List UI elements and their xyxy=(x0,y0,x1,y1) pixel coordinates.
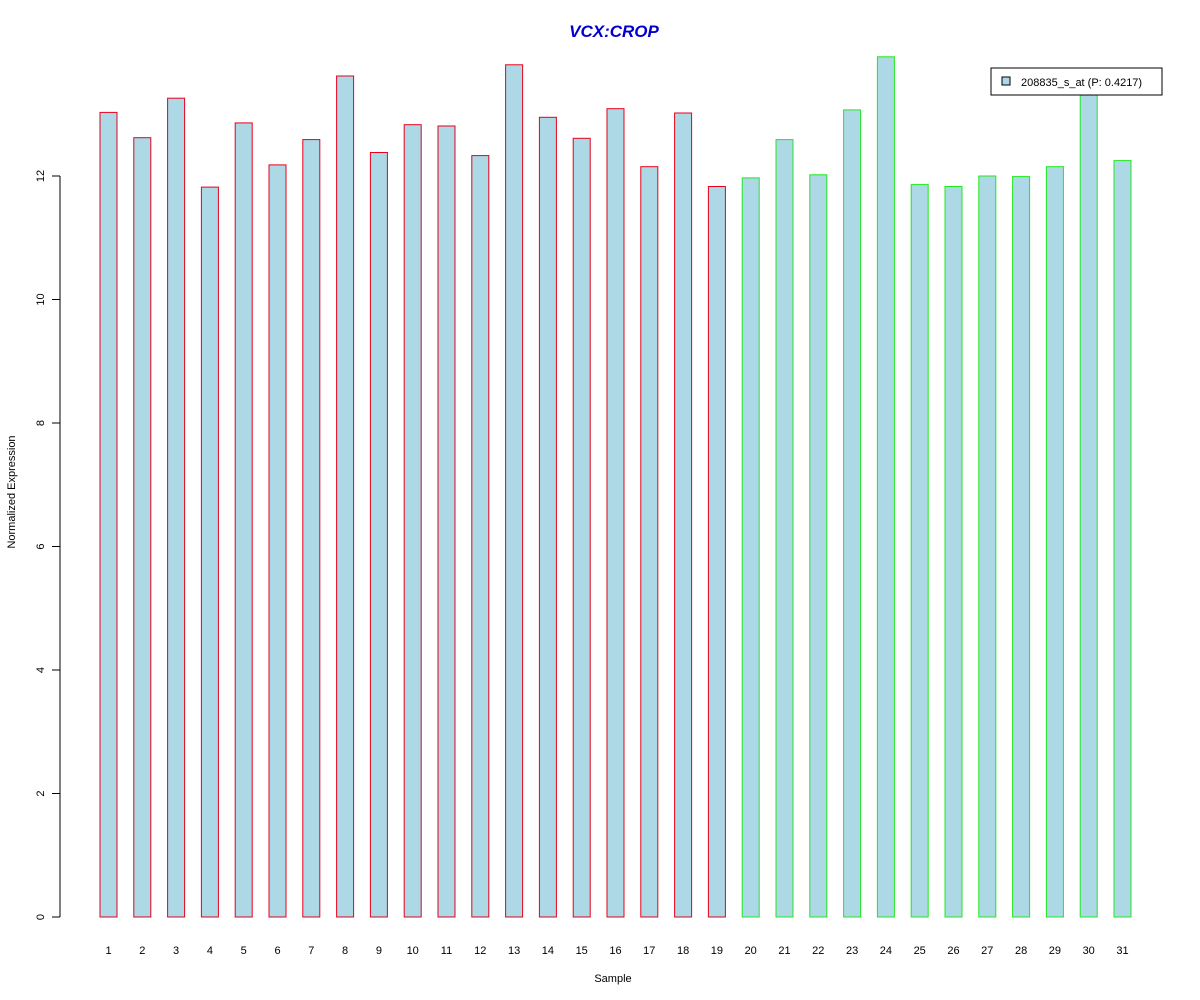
x-tick-label: 13 xyxy=(508,945,520,957)
x-tick-label: 6 xyxy=(274,945,280,957)
y-tick-label: 0 xyxy=(35,914,47,920)
x-tick-label: 28 xyxy=(1015,945,1027,957)
bar-sample-25 xyxy=(910,184,929,918)
bar-sample-5 xyxy=(234,122,253,918)
x-tick-label: 14 xyxy=(542,945,554,957)
x-tick-label: 11 xyxy=(441,945,452,957)
x-tick-label: 19 xyxy=(711,945,723,957)
x-axis-label: Sample xyxy=(594,973,631,985)
x-tick-label: 9 xyxy=(376,945,382,957)
bar-sample-1 xyxy=(99,111,118,918)
x-tick-label: 10 xyxy=(407,945,419,957)
bar-sample-20 xyxy=(741,177,760,918)
bar-sample-10 xyxy=(403,124,422,918)
bar-sample-19 xyxy=(707,186,726,918)
bar-sample-23 xyxy=(843,109,862,918)
x-tick-label: 15 xyxy=(576,945,588,957)
bar-sample-24 xyxy=(876,56,895,918)
y-axis-label: Normalized Expression xyxy=(6,435,18,548)
x-tick-label: 1 xyxy=(105,945,111,957)
legend-label: 208835_s_at (P: 0.4217) xyxy=(1021,77,1142,89)
x-tick-label: 2 xyxy=(139,945,145,957)
bar-sample-21 xyxy=(775,139,794,918)
x-tick-label: 16 xyxy=(609,945,621,957)
bar-sample-22 xyxy=(809,174,828,918)
bar-sample-3 xyxy=(167,97,186,918)
bar-sample-29 xyxy=(1045,166,1064,918)
x-tick-label: 21 xyxy=(778,945,790,957)
x-tick-label: 18 xyxy=(677,945,689,957)
x-tick-label: 20 xyxy=(745,945,757,957)
x-tick-label: 22 xyxy=(812,945,824,957)
bar-sample-11 xyxy=(437,125,456,918)
bar-sample-13 xyxy=(505,64,524,918)
x-tick-label: 25 xyxy=(914,945,926,957)
x-tick-label: 29 xyxy=(1049,945,1061,957)
legend-box xyxy=(990,67,1163,96)
x-tick-label: 8 xyxy=(342,945,348,957)
chart-title: VCX:CROP xyxy=(569,22,659,41)
x-tick-label: 27 xyxy=(981,945,993,957)
bars-group xyxy=(99,56,1132,918)
legend: 208835_s_at (P: 0.4217) xyxy=(990,67,1163,96)
bar-sample-14 xyxy=(538,116,557,918)
x-tick-label: 4 xyxy=(207,945,213,957)
bar-sample-31 xyxy=(1113,160,1132,918)
x-tick-label: 7 xyxy=(308,945,314,957)
x-tick-label: 17 xyxy=(643,945,655,957)
x-tick-label: 26 xyxy=(947,945,959,957)
bar-sample-2 xyxy=(133,137,152,918)
y-tick-label: 12 xyxy=(35,170,47,182)
bar-sample-26 xyxy=(944,186,963,918)
x-tick-label: 3 xyxy=(173,945,179,957)
bar-sample-6 xyxy=(268,164,287,918)
x-tick-label: 24 xyxy=(880,945,892,957)
bar-sample-15 xyxy=(572,137,591,918)
bar-sample-9 xyxy=(369,152,388,918)
bar-sample-18 xyxy=(674,112,693,918)
bar-sample-8 xyxy=(336,75,355,918)
y-tick-label: 4 xyxy=(35,667,47,673)
x-tick-labels: 1 2 3 4 5 6 7 8 9 10 11 12 13 14 15 16 17 18 19 20 21 22 23 24 2… xyxy=(105,945,1128,957)
bar-sample-27 xyxy=(978,175,997,918)
x-tick-label: 5 xyxy=(241,945,247,957)
bar-sample-28 xyxy=(1012,176,1031,918)
x-tick-label: 31 xyxy=(1116,945,1128,957)
x-tick-label: 30 xyxy=(1083,945,1095,957)
bar-sample-30 xyxy=(1079,85,1098,918)
y-tick-label: 8 xyxy=(35,420,47,426)
bar-sample-12 xyxy=(471,155,490,918)
x-tick-label: 12 xyxy=(474,945,486,957)
legend-swatch xyxy=(1001,76,1011,86)
y-axis: 0 2 4 6 8 10 12 xyxy=(35,170,61,920)
bar-sample-7 xyxy=(302,139,321,918)
bar-sample-17 xyxy=(640,166,659,918)
y-tick-label: 10 xyxy=(35,293,47,305)
bar-sample-16 xyxy=(606,108,625,918)
y-tick-label: 2 xyxy=(35,790,47,796)
y-tick-label: 6 xyxy=(35,543,47,549)
bar-sample-4 xyxy=(200,186,219,918)
x-tick-label: 23 xyxy=(846,945,858,957)
